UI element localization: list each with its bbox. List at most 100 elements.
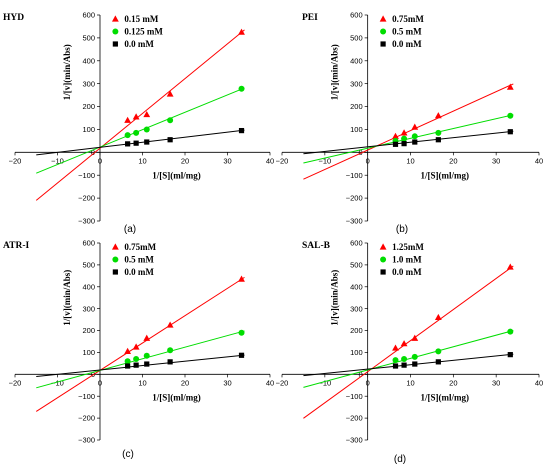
data-point — [411, 353, 418, 360]
y-tick-label: 0 — [358, 370, 362, 379]
data-point — [167, 347, 174, 354]
y-tick-label: −300 — [78, 436, 95, 445]
y-tick-label: −300 — [346, 436, 363, 445]
y-tick-label: 300 — [350, 304, 363, 313]
chart-title: HYD — [3, 13, 24, 23]
x-tick-label: −20 — [9, 378, 22, 387]
x-tick-label: 20 — [449, 378, 457, 387]
legend-marker — [111, 15, 119, 22]
y-axis-label: 1/[v](min/Abs) — [330, 44, 340, 100]
chart-panel-4: −20 −10 0 10 20 30 40−300−200−1000100200300400… — [276, 239, 544, 465]
x-tick-label: −20 — [9, 156, 22, 165]
x-tick-label: 10 — [138, 156, 146, 165]
x-axis-label: 1/[S](ml/mg) — [152, 392, 201, 402]
fit-line — [303, 130, 514, 155]
chart-panel-2: −20 −10 0 10 20 30 40−300−200−1000100200300400… — [276, 11, 544, 235]
y-tick-label: 500 — [82, 33, 95, 42]
chart-panel-1: −20 −10 0 10 20 30 40−300−200−1000100200300400… — [3, 11, 274, 235]
y-tick-label: 300 — [350, 79, 363, 88]
y-tick-label: −100 — [346, 171, 363, 180]
fit-line — [303, 265, 514, 419]
x-tick-label: 40 — [266, 156, 274, 165]
legend-label: 0.125 mM — [124, 27, 163, 37]
panel-caption: (d) — [394, 454, 406, 465]
data-point — [133, 362, 139, 368]
legend-label: 0.0 mM — [124, 267, 154, 277]
y-tick-label: 400 — [350, 282, 363, 291]
data-point — [133, 356, 140, 363]
data-point — [143, 126, 150, 133]
data-point — [435, 348, 442, 355]
x-tick-label: −10 — [51, 378, 64, 387]
data-point — [400, 129, 408, 136]
legend-label: 0.5 mM — [124, 255, 154, 265]
legend-marker — [112, 41, 118, 47]
data-point — [507, 129, 513, 135]
y-tick-label: 300 — [82, 79, 95, 88]
data-point — [411, 133, 418, 140]
data-point — [401, 135, 408, 142]
fit-line — [36, 129, 245, 156]
panel-caption: (b) — [396, 224, 408, 235]
x-tick-label: −20 — [276, 378, 289, 387]
fit-line — [35, 276, 245, 412]
data-point — [392, 357, 399, 364]
y-tick-label: 400 — [350, 56, 363, 65]
y-tick-label: 500 — [350, 33, 363, 42]
x-tick-label: 20 — [181, 156, 189, 165]
x-tick-label: 0 — [98, 378, 102, 387]
x-tick-label: 20 — [181, 378, 189, 387]
data-point — [506, 83, 514, 90]
x-tick-label: 30 — [223, 156, 231, 165]
data-point — [132, 113, 140, 120]
y-tick-label: 100 — [350, 348, 363, 357]
y-tick-label: 100 — [350, 125, 363, 134]
data-point — [143, 110, 151, 118]
y-tick-label: −100 — [78, 392, 95, 401]
x-tick-label: 10 — [138, 378, 146, 387]
y-tick-label: 600 — [82, 11, 95, 20]
y-tick-label: −300 — [346, 217, 363, 226]
data-point — [238, 28, 245, 35]
y-tick-label: 400 — [82, 282, 95, 291]
x-tick-label: 30 — [223, 378, 231, 387]
data-point — [124, 347, 132, 354]
legend-label: 0.5 mM — [392, 27, 422, 37]
data-point — [411, 334, 419, 341]
data-point — [238, 127, 245, 134]
y-tick-label: −100 — [346, 392, 363, 401]
x-axis-label: 1/[S](ml/mg) — [152, 170, 201, 180]
data-point — [412, 361, 418, 367]
fit-line — [303, 83, 514, 180]
legend-marker — [112, 256, 119, 263]
y-tick-label: 200 — [82, 102, 95, 111]
panel-caption: (a) — [124, 224, 136, 235]
data-point — [132, 343, 140, 350]
legend-marker — [111, 243, 119, 250]
legend-label: 0.15 mM — [124, 14, 158, 24]
data-point — [124, 132, 131, 139]
y-tick-label: 100 — [82, 125, 95, 134]
x-tick-label: −10 — [318, 156, 331, 165]
x-tick-label: 0 — [366, 378, 370, 387]
data-point — [144, 139, 150, 145]
data-point — [392, 344, 399, 351]
x-tick-label: 30 — [492, 378, 500, 387]
x-tick-label: 10 — [406, 378, 414, 387]
data-point — [411, 123, 419, 130]
y-tick-label: 300 — [82, 304, 95, 313]
data-point — [392, 132, 399, 139]
data-point — [400, 340, 408, 347]
y-tick-label: 200 — [82, 326, 95, 335]
data-point — [435, 129, 442, 136]
legend-marker — [380, 256, 387, 263]
legend-marker — [379, 15, 387, 22]
data-point — [143, 334, 151, 341]
panel-caption: (c) — [122, 449, 134, 460]
fit-line — [35, 29, 245, 201]
data-point — [507, 112, 514, 119]
data-point — [507, 328, 514, 335]
x-tick-label: 40 — [535, 156, 543, 165]
x-tick-label: 0 — [366, 156, 370, 165]
